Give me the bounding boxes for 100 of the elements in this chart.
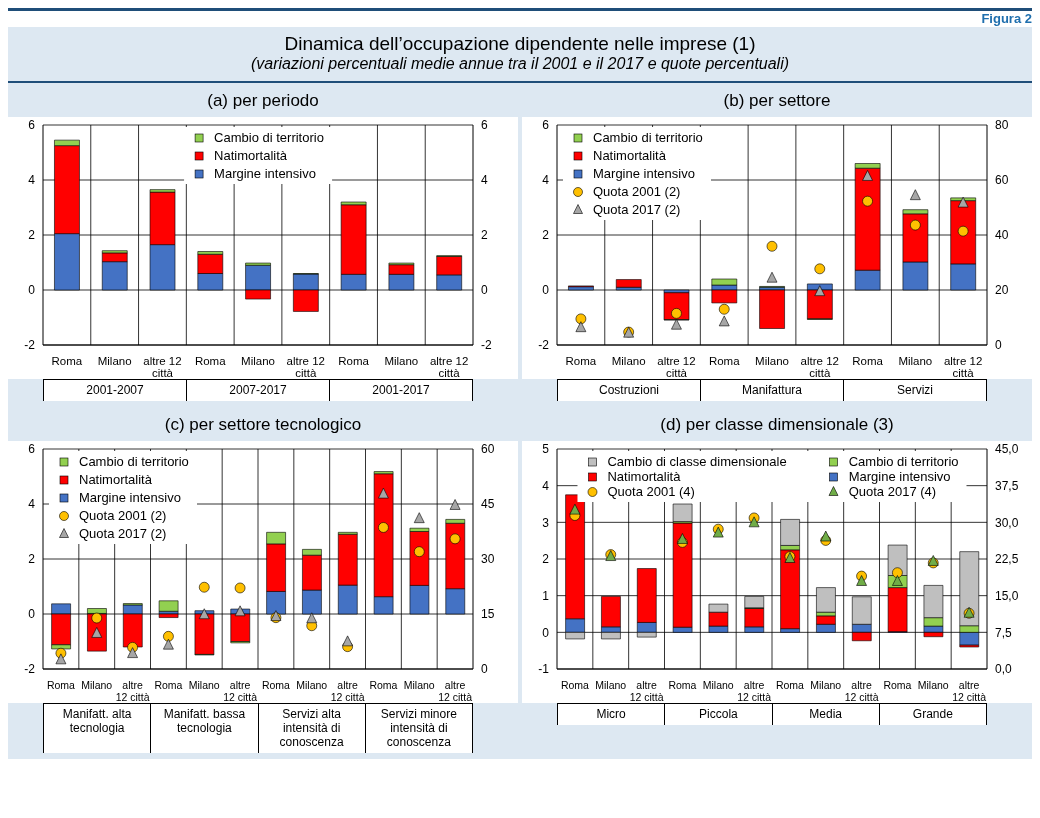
- x-tick-label: Roma: [194, 355, 227, 367]
- y-tick-label: -2: [24, 662, 36, 677]
- y-tick-label: 0: [542, 625, 550, 640]
- text: Piccola: [664, 704, 772, 725]
- chart-title: (a) per periodo: [206, 91, 320, 111]
- y-tick-label: 6: [28, 442, 36, 457]
- y-tick-label: -1: [538, 662, 550, 677]
- legend-label: Margine intensivo: [848, 469, 951, 484]
- y2-tick-label: 30: [481, 552, 495, 567]
- x-tick-label: Milano: [81, 679, 113, 691]
- y-tick-label: 4: [542, 478, 550, 493]
- x-tick-label: altre 12 città: [429, 355, 469, 379]
- legend-label: Quota 2017 (4): [848, 484, 937, 499]
- x-tick-label: Roma: [261, 679, 291, 691]
- y2-tick-label: 37,5: [995, 478, 1019, 493]
- legend-label: Margine intensivo: [214, 166, 316, 181]
- text: 2001-2017: [329, 380, 473, 401]
- text: Servizi: [843, 380, 987, 401]
- y-tick-label: 4: [28, 497, 36, 512]
- legend-label: Quota 2017 (2): [79, 526, 167, 541]
- y2-tick-label: 22,5: [995, 552, 1019, 567]
- x-tick-label: Milano: [810, 679, 842, 691]
- x-tick-label: altre 12 città: [223, 679, 258, 703]
- y-tick-label: -2: [24, 338, 36, 353]
- y-tick-label: 3: [542, 515, 550, 530]
- text: Costruzioni: [557, 380, 700, 401]
- y2-tick-label: 0: [481, 662, 488, 677]
- text: Manifatt. alta tecnologia: [43, 704, 151, 753]
- y-tick-label: 0: [28, 607, 36, 622]
- y2-tick-label: 45,0: [995, 442, 1019, 457]
- y-tick-label: 4: [542, 173, 550, 188]
- text: Manifattura: [700, 380, 843, 401]
- legend-label: Cambio di territorio: [214, 130, 324, 145]
- text: Micro: [557, 704, 665, 725]
- y-tick-label: 2: [542, 552, 550, 567]
- text: Servizi minore intensità di conoscenza: [364, 704, 473, 753]
- y-tick-label: 2: [28, 228, 36, 243]
- y2-tick-label: 40: [995, 228, 1009, 243]
- legend-label: Cambio di territorio: [593, 130, 703, 145]
- x-tick-label: Roma: [565, 355, 597, 367]
- y-tick-label: 6: [28, 118, 36, 133]
- x-tick-label: Roma: [46, 679, 76, 691]
- legend-label: Quota 2017 (2): [593, 202, 681, 217]
- x-tick-label: altre 12 città: [844, 679, 879, 703]
- x-tick-label: Milano: [917, 679, 949, 691]
- y-tick-label: 2: [542, 228, 550, 243]
- x-tick-label: altre 12 città: [438, 679, 473, 703]
- x-tick-label: Roma: [775, 679, 805, 691]
- x-tick-label: Milano: [595, 679, 627, 691]
- y-tick-label: 0: [542, 283, 550, 298]
- text: 2001-2007: [43, 380, 186, 401]
- x-tick-label: altre 12 città: [115, 679, 150, 703]
- x-tick-label: Roma: [51, 355, 83, 367]
- y-tick-label: 4: [28, 173, 36, 188]
- legend-label: Margine intensivo: [593, 166, 695, 181]
- chart-title: (c) per settore tecnologico: [163, 415, 363, 435]
- y2-tick-label: 2: [481, 228, 488, 243]
- y-tick-label: 2: [28, 552, 36, 567]
- text: Servizi alta intensità di conoscenza: [257, 704, 365, 753]
- y-tick-label: 5: [542, 442, 550, 457]
- legend-label: Margine intensivo: [79, 490, 181, 505]
- y2-tick-label: 80: [995, 118, 1009, 133]
- x-tick-label: altre 12 città: [143, 355, 182, 379]
- x-tick-label: altre 12 città: [286, 355, 325, 379]
- x-tick-label: Milano: [755, 355, 789, 367]
- y-tick-label: -2: [538, 338, 550, 353]
- legend-label: Natimortalità: [593, 148, 666, 163]
- x-tick-label: Roma: [338, 355, 370, 367]
- text: Dinamica dell’occupazione dipendente nelle imprese (1): [283, 33, 757, 55]
- x-tick-label: Milano: [188, 679, 220, 691]
- y-tick-label: 6: [542, 118, 550, 133]
- y2-tick-label: 20: [995, 283, 1009, 298]
- legend-label: Natimortalità: [214, 148, 288, 163]
- y2-tick-label: 0: [995, 338, 1002, 353]
- x-tick-label: Roma: [154, 679, 183, 691]
- x-tick-label: altre 12 città: [657, 355, 696, 379]
- x-tick-label: Milano: [384, 355, 419, 367]
- legend-label: Cambio di territorio: [848, 454, 959, 469]
- x-tick-label: Milano: [611, 355, 646, 367]
- y2-tick-label: -2: [481, 338, 492, 353]
- x-tick-label: Milano: [296, 679, 328, 691]
- legend-label: Natimortalità: [79, 472, 152, 487]
- x-tick-label: Milano: [403, 679, 435, 691]
- legend-label: Cambio di territorio: [79, 454, 189, 469]
- x-tick-label: Roma: [852, 355, 884, 367]
- legend-label: Cambio di classe dimensionale: [607, 454, 787, 469]
- y2-tick-label: 45: [481, 497, 495, 512]
- y2-tick-label: 6: [481, 118, 488, 133]
- text: Manifatt. bassa tecnologia: [150, 704, 258, 753]
- x-tick-label: Milano: [898, 355, 933, 367]
- x-tick-label: Roma: [668, 679, 697, 691]
- legend-label: Quota 2001 (4): [607, 484, 695, 499]
- x-tick-label: Roma: [369, 679, 398, 691]
- y2-tick-label: 4: [481, 173, 488, 188]
- x-tick-label: altre 12 città: [330, 679, 365, 703]
- x-tick-label: Roma: [708, 355, 741, 367]
- x-tick-label: Roma: [560, 679, 590, 691]
- x-tick-label: Roma: [883, 679, 912, 691]
- legend-label: Quota 2001 (2): [593, 184, 681, 199]
- chart-title: (d) per classe dimensionale (3): [659, 415, 895, 435]
